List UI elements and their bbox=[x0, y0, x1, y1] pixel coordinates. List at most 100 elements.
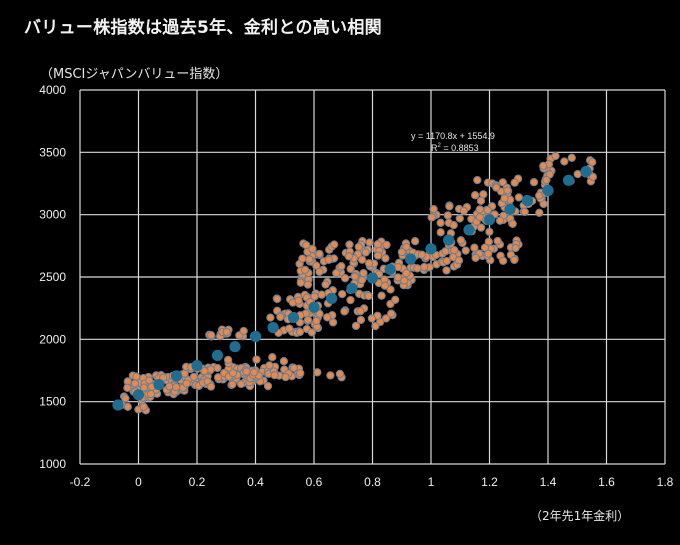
data-point bbox=[397, 247, 407, 257]
data-point bbox=[454, 256, 464, 265]
data-point bbox=[182, 379, 191, 388]
data-point bbox=[364, 291, 373, 301]
data-point bbox=[495, 216, 505, 225]
trend-point bbox=[463, 224, 475, 236]
y-tick-label: 2000 bbox=[39, 332, 66, 346]
data-point bbox=[228, 368, 238, 378]
data-point bbox=[483, 205, 492, 215]
data-point bbox=[222, 327, 231, 337]
trend-point bbox=[562, 174, 575, 186]
data-point bbox=[330, 240, 339, 249]
data-point bbox=[436, 228, 445, 237]
data-point bbox=[413, 264, 422, 273]
data-point bbox=[356, 315, 366, 325]
data-point bbox=[500, 194, 509, 203]
data-point bbox=[326, 371, 335, 380]
trend-point bbox=[483, 214, 496, 226]
y-tick-label: 2500 bbox=[39, 270, 66, 284]
data-point bbox=[484, 249, 493, 258]
data-point bbox=[228, 380, 237, 389]
data-point bbox=[429, 204, 438, 214]
data-point bbox=[357, 255, 367, 264]
data-point bbox=[346, 264, 355, 274]
data-point bbox=[441, 247, 450, 256]
data-point bbox=[308, 244, 317, 254]
data-point bbox=[443, 211, 452, 220]
trend-point bbox=[153, 379, 165, 391]
data-point bbox=[498, 256, 508, 265]
data-point bbox=[249, 368, 259, 377]
data-point bbox=[493, 236, 502, 246]
data-point bbox=[242, 367, 251, 376]
data-point bbox=[510, 255, 519, 265]
data-point bbox=[354, 242, 363, 252]
data-point bbox=[402, 242, 411, 252]
trend-point bbox=[170, 370, 183, 382]
data-point bbox=[130, 379, 140, 388]
data-point bbox=[328, 318, 338, 327]
trend-point bbox=[346, 282, 358, 294]
data-point bbox=[473, 175, 482, 185]
trend-point bbox=[384, 263, 396, 275]
data-point bbox=[476, 223, 486, 232]
data-point bbox=[121, 394, 130, 403]
data-point bbox=[508, 219, 517, 228]
y-tick-label: 3500 bbox=[39, 145, 66, 159]
data-point bbox=[417, 250, 426, 259]
data-point bbox=[393, 273, 403, 282]
data-point bbox=[365, 238, 374, 247]
data-point bbox=[298, 254, 307, 263]
data-point bbox=[470, 243, 479, 252]
trend-point bbox=[211, 349, 224, 361]
data-point bbox=[573, 169, 582, 179]
data-point bbox=[436, 218, 445, 227]
data-point bbox=[371, 321, 380, 331]
data-point bbox=[511, 243, 520, 253]
data-point bbox=[485, 227, 494, 236]
data-point bbox=[338, 289, 347, 299]
data-point bbox=[294, 296, 303, 305]
data-point bbox=[289, 363, 299, 373]
data-point bbox=[373, 251, 383, 260]
x-tick-label: 1.8 bbox=[657, 475, 674, 489]
data-point bbox=[312, 261, 321, 270]
data-point bbox=[236, 379, 246, 389]
data-point bbox=[307, 328, 317, 337]
trend-point bbox=[191, 360, 203, 372]
data-point bbox=[321, 280, 330, 289]
data-point bbox=[420, 262, 429, 272]
data-point bbox=[206, 331, 216, 340]
x-tick-label: 1.2 bbox=[481, 475, 498, 489]
data-point bbox=[377, 291, 386, 300]
trend-point bbox=[404, 253, 417, 265]
data-point bbox=[588, 157, 597, 167]
x-tick-label: -0.2 bbox=[70, 475, 91, 489]
trend-point bbox=[443, 234, 455, 246]
data-point bbox=[357, 275, 367, 285]
data-point bbox=[276, 312, 285, 322]
r-squared-label: R2 = 0.8853 bbox=[431, 143, 479, 153]
trend-point bbox=[425, 243, 437, 255]
data-point bbox=[223, 355, 233, 365]
data-point bbox=[498, 178, 507, 187]
data-point bbox=[402, 269, 411, 278]
data-point bbox=[364, 259, 374, 268]
data-point bbox=[361, 248, 370, 257]
trend-point bbox=[542, 184, 554, 197]
y-tick-label: 4000 bbox=[39, 83, 66, 97]
x-axis-label: （2年先1年金利） bbox=[530, 509, 630, 523]
y-tick-label: 3000 bbox=[39, 208, 66, 222]
data-point bbox=[442, 256, 451, 266]
x-tick-label: 0.8 bbox=[364, 475, 381, 489]
data-point bbox=[427, 213, 436, 222]
trend-point bbox=[229, 341, 241, 353]
x-tick-label: 0.2 bbox=[189, 475, 206, 489]
data-point bbox=[367, 314, 377, 323]
data-point bbox=[324, 255, 333, 264]
data-point bbox=[344, 252, 354, 261]
data-point bbox=[551, 151, 560, 161]
x-axis-ticks: -0.2 0 0.2 0.4 0.6 0.8 1 1.2 1.4 1.6 1.8 bbox=[70, 475, 674, 489]
data-point bbox=[510, 178, 519, 187]
data-point bbox=[461, 246, 470, 255]
data-point bbox=[400, 276, 409, 285]
